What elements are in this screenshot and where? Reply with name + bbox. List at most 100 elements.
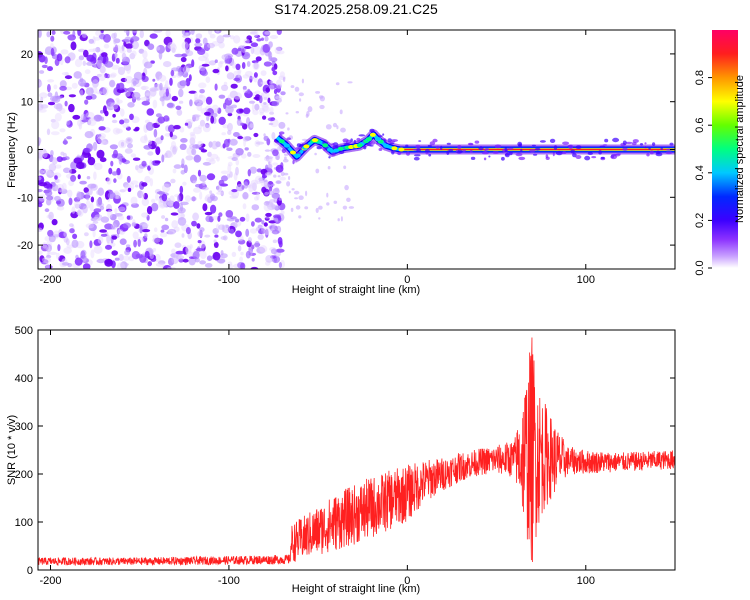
noise-blob	[38, 137, 41, 146]
noise-blob	[149, 33, 158, 39]
noise-blob	[116, 99, 123, 104]
noise-blob	[190, 133, 196, 141]
noise-blob	[54, 175, 58, 180]
noise-blob	[38, 202, 43, 208]
noise-blob	[83, 49, 89, 58]
noise-blob	[109, 79, 116, 88]
noise-blob	[235, 166, 239, 176]
track-node	[278, 139, 285, 144]
track-speckle	[612, 137, 620, 143]
noise-blob	[216, 258, 226, 264]
track-node	[294, 153, 301, 158]
track-speckle	[446, 142, 451, 145]
noise-blob	[47, 101, 56, 106]
snr-frame	[37, 329, 676, 571]
noise-blob	[205, 76, 211, 83]
noise-blob	[192, 114, 201, 118]
noise-blob	[142, 50, 148, 59]
noise-blob	[68, 167, 72, 175]
noise-blob	[227, 161, 233, 167]
noise-blob	[277, 97, 282, 103]
noise-blob	[263, 227, 270, 236]
noise-blob	[255, 141, 265, 145]
noise-blob	[209, 190, 213, 195]
noise-blob	[120, 141, 125, 147]
noise-blob	[50, 35, 55, 42]
noise-blob	[135, 165, 139, 171]
noise-blob	[235, 112, 243, 118]
noise-blob	[213, 239, 217, 243]
noise-blob	[227, 112, 233, 117]
noise-blob	[194, 91, 198, 101]
noise-blob	[86, 61, 95, 66]
noise-blob	[206, 255, 213, 261]
noise-blob	[190, 196, 197, 202]
noise-blob	[261, 37, 264, 41]
noise-blob	[288, 190, 291, 194]
track-node	[375, 137, 382, 142]
noise-blob	[85, 116, 91, 120]
noise-blob	[223, 138, 230, 148]
noise-blob	[201, 63, 210, 67]
noise-blob	[231, 47, 239, 55]
noise-blob	[126, 48, 132, 53]
noise-blob	[161, 215, 166, 219]
noise-blob	[217, 215, 221, 222]
noise-blob	[122, 123, 130, 129]
noise-blob	[112, 113, 116, 118]
noise-blob	[82, 60, 87, 66]
y-tick-label: -10	[17, 192, 33, 204]
noise-blob	[271, 204, 281, 210]
track-speckle	[427, 144, 432, 147]
noise-blob	[277, 175, 281, 178]
noise-blob	[119, 189, 126, 193]
noise-blob	[259, 245, 268, 253]
noise-blob	[176, 109, 183, 116]
noise-blob	[60, 188, 68, 194]
noise-blob	[197, 169, 202, 177]
noise-blob	[241, 185, 245, 190]
noise-blob	[110, 74, 116, 79]
y-tick-label: 500	[15, 325, 33, 337]
noise-blob	[79, 180, 87, 185]
noise-blob	[168, 230, 175, 235]
track-speckle	[316, 146, 322, 150]
noise-blob	[237, 239, 246, 245]
noise-blob	[218, 212, 223, 217]
noise-blob	[208, 30, 213, 35]
noise-blob	[182, 258, 189, 263]
noise-blob	[81, 33, 87, 38]
x-tick-label: 0	[404, 575, 410, 587]
noise-blob	[291, 188, 295, 191]
noise-blob	[304, 206, 309, 210]
noise-blob	[163, 36, 173, 46]
noise-blob	[212, 251, 221, 261]
noise-blob	[115, 128, 123, 134]
noise-blob	[166, 102, 174, 108]
noise-blob	[76, 190, 82, 200]
noise-blob	[204, 263, 213, 268]
track-speckle	[591, 156, 597, 159]
track-speckle	[286, 137, 291, 140]
noise-blob	[276, 46, 283, 52]
noise-blob	[269, 111, 275, 115]
noise-blob	[77, 30, 82, 36]
noise-blob	[254, 217, 262, 223]
noise-blob	[74, 257, 83, 266]
noise-blob	[279, 176, 286, 181]
noise-blob	[294, 197, 299, 200]
noise-blob	[118, 206, 126, 212]
noise-blob	[90, 217, 97, 222]
noise-blob	[301, 78, 304, 84]
noise-blob	[242, 74, 250, 79]
noise-blob	[288, 176, 291, 180]
noise-blob	[96, 60, 102, 70]
noise-blob	[205, 122, 210, 129]
noise-blob	[163, 84, 167, 91]
noise-blob	[38, 227, 43, 232]
track-speckle	[281, 148, 287, 154]
track-speckle	[328, 156, 331, 159]
track-speckle	[616, 153, 622, 155]
noise-blob	[236, 118, 242, 127]
